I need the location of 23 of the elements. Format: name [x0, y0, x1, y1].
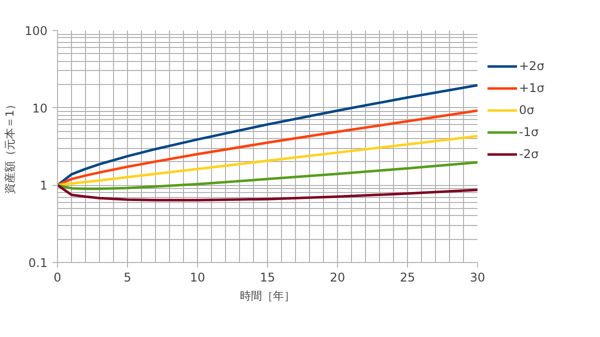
x-tick-label: 5 [124, 270, 132, 284]
x-tick-label: 0 [54, 270, 62, 284]
y-axis-title: 資産額（元本＝1） [4, 99, 17, 194]
y-tick-label: 100 [24, 24, 48, 38]
x-tick-label: 20 [330, 270, 346, 284]
y-tick-label: 10 [32, 101, 48, 116]
line-series [58, 84, 478, 186]
legend-label: 0σ [519, 103, 536, 117]
y-tick-label: 0.1 [28, 256, 48, 270]
y-tick-label: 1 [40, 178, 48, 193]
x-tick-label: 30 [470, 270, 486, 284]
legend-label: +2σ [519, 59, 544, 73]
x-axis-title: 時間［年］ [240, 290, 295, 302]
line-series [58, 134, 478, 186]
x-tick-label: 25 [400, 270, 416, 284]
x-tick-label: 15 [260, 270, 276, 284]
legend-label: +1σ [519, 81, 544, 95]
line-series [58, 161, 478, 190]
line-series [58, 109, 478, 186]
x-tick-label: 10 [190, 270, 206, 284]
legend-label: -2σ [519, 147, 539, 161]
line-series [58, 184, 478, 202]
legend-label: -1σ [519, 125, 539, 139]
